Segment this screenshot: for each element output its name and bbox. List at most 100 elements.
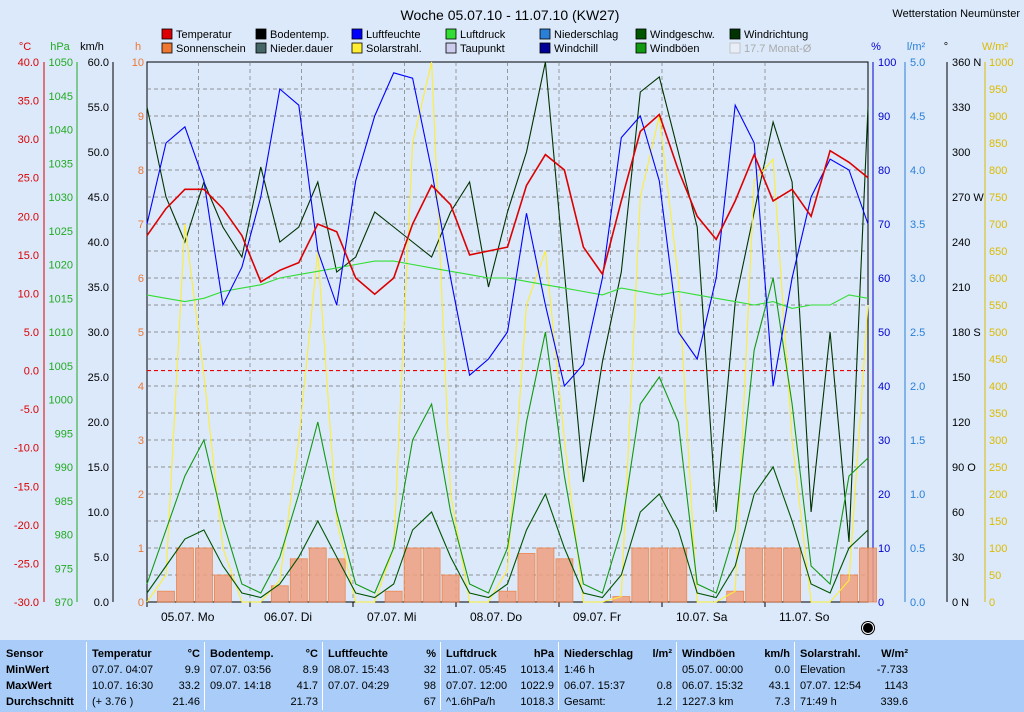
axis-tick-temp: -25.0 bbox=[14, 558, 39, 570]
column-unit: °C bbox=[187, 648, 200, 660]
axis-tick-direction: 360 N bbox=[952, 57, 981, 69]
x-tick-label: 08.07. Do bbox=[470, 610, 522, 624]
axis-tick-pressure: 970 bbox=[55, 597, 73, 609]
series-line-luftdruck bbox=[146, 260, 869, 309]
axis-tick-solar: 250 bbox=[989, 462, 1007, 474]
axis-tick-direction: 60 bbox=[952, 507, 964, 519]
axis-tick-temp: -30.0 bbox=[14, 597, 39, 609]
cell-time: 07.07. 12:54 bbox=[800, 680, 862, 692]
cell-value: 9.9 bbox=[184, 664, 200, 676]
cell-value: 8.9 bbox=[302, 664, 318, 676]
axis-tick-solar: 400 bbox=[989, 381, 1007, 393]
cell-time: 08.07. 15:43 bbox=[328, 664, 390, 676]
axis-tick-pressure: 1000 bbox=[49, 395, 73, 407]
axis-tick-temp: 40.0 bbox=[18, 57, 39, 69]
sunshine-bar bbox=[726, 590, 745, 603]
column-header: Windböen bbox=[682, 648, 736, 660]
cell-time: Elevation bbox=[800, 664, 846, 676]
axis-tick-solar: 800 bbox=[989, 165, 1007, 177]
axis-unit-rain: l/m² bbox=[907, 41, 926, 53]
x-tick-label: 10.07. Sa bbox=[676, 610, 728, 624]
axis-tick-humidity: 80 bbox=[878, 165, 890, 177]
sunshine-bar bbox=[498, 590, 517, 603]
weather-chart: Woche 05.07.10 - 11.07.10 (KW27) Wetterst… bbox=[14, 7, 1020, 624]
axis-tick-rain: 4.0 bbox=[910, 165, 925, 177]
axis-tick-humidity: 40 bbox=[878, 381, 890, 393]
sunshine-bar bbox=[745, 547, 764, 603]
sunshine-bar bbox=[327, 558, 346, 603]
sunshine-bar bbox=[195, 547, 213, 603]
cell-value: 98 bbox=[423, 680, 436, 692]
series-line-windgeschw bbox=[146, 465, 869, 599]
axis-tick-humidity: 0 bbox=[878, 597, 884, 609]
column-header: Temperatur bbox=[92, 648, 152, 660]
axis-tick-humidity: 70 bbox=[878, 219, 890, 231]
axis-tick-wind: 40.0 bbox=[88, 237, 109, 249]
axis-unit-humidity: % bbox=[871, 41, 881, 53]
axis-tick-pressure: 1030 bbox=[49, 192, 73, 204]
legend-swatch bbox=[351, 28, 363, 40]
stats-column: Solarstrahl. W/m² Elevation -7.733 07.07. 12… bbox=[796, 640, 912, 712]
axis-tick-temp: 25.0 bbox=[18, 173, 39, 185]
axis-tick-temp: -5.0 bbox=[20, 404, 39, 416]
axis-tick-direction: 120 bbox=[952, 417, 970, 429]
cell-time: 1227.3 km bbox=[682, 696, 734, 708]
cell-value: -7.733 bbox=[876, 664, 908, 676]
axis-tick-solar: 50 bbox=[989, 570, 1001, 582]
sunshine-bar bbox=[555, 558, 574, 603]
legend-swatch bbox=[445, 28, 457, 40]
sunshine-bar bbox=[403, 547, 422, 603]
cell-time: 07.07. 04:07 bbox=[92, 664, 154, 676]
cell-time: 11.07. 05:45 bbox=[446, 664, 507, 676]
axis-tick-pressure: 1005 bbox=[49, 361, 73, 373]
sunshine-bar bbox=[669, 547, 688, 603]
cell-value: 1013.4 bbox=[520, 664, 554, 676]
axis-tick-wind: 60.0 bbox=[88, 57, 109, 69]
axis-tick-solar: 300 bbox=[989, 435, 1007, 447]
column-unit: W/m² bbox=[881, 648, 908, 660]
cell-value: 0.8 bbox=[656, 680, 672, 692]
axis-tick-rain: 0.0 bbox=[910, 597, 925, 609]
cell-value: 21.73 bbox=[290, 696, 318, 708]
cell-value: 339.6 bbox=[880, 696, 908, 708]
legend-swatch bbox=[635, 42, 647, 54]
sunshine-bar bbox=[612, 596, 631, 603]
axis-tick-solar: 450 bbox=[989, 354, 1007, 366]
cell-value: 1022.9 bbox=[520, 680, 554, 692]
column-separator bbox=[322, 642, 323, 710]
axis-tick-direction: 330 bbox=[952, 102, 970, 114]
axis-tick-pressure: 990 bbox=[55, 462, 73, 474]
axis-tick-hours: 6 bbox=[138, 273, 144, 285]
axis-tick-temp: 30.0 bbox=[18, 134, 39, 146]
axis-tick-direction: 150 bbox=[952, 372, 970, 384]
axis-tick-pressure: 1025 bbox=[49, 226, 73, 238]
cell-time: 06.07. 15:37 bbox=[564, 680, 626, 692]
column-header: Bodentemp. bbox=[210, 648, 274, 660]
cell-value: 21.46 bbox=[172, 696, 200, 708]
cell-time: 07.07. 04:29 bbox=[328, 680, 390, 692]
axis-tick-hours: 3 bbox=[138, 435, 144, 447]
cell-value: 1018.3 bbox=[520, 696, 554, 708]
cell-time: 1:46 h bbox=[564, 664, 595, 676]
axis-tick-wind: 20.0 bbox=[88, 417, 109, 429]
axis-unit-pressure: hPa bbox=[50, 41, 70, 53]
stats-column: Luftdruck hPa 11.07. 05:45 1013.4 07.07. 12:… bbox=[442, 640, 558, 712]
axis-tick-hours: 2 bbox=[138, 489, 144, 501]
legend-label: Bodentemp. bbox=[270, 29, 329, 41]
legend-label: Temperatur bbox=[176, 29, 232, 41]
axis-unit-wind: km/h bbox=[80, 41, 104, 53]
sunshine-bar bbox=[859, 547, 877, 603]
legend-label: Taupunkt bbox=[460, 43, 505, 55]
axis-tick-temp: -20.0 bbox=[14, 520, 39, 532]
axis-tick-temp: 5.0 bbox=[24, 327, 39, 339]
stats-table: Sensor MinWert MaxWert Durchschnitt Temp… bbox=[0, 640, 1024, 712]
axis-tick-rain: 2.5 bbox=[910, 327, 925, 339]
axis-tick-humidity: 100 bbox=[878, 57, 896, 69]
axis-tick-solar: 650 bbox=[989, 246, 1007, 258]
cell-time: 07.07. 03:56 bbox=[210, 664, 272, 676]
axis-tick-humidity: 10 bbox=[878, 543, 890, 555]
axis-tick-wind: 30.0 bbox=[88, 327, 109, 339]
cell-time: (+ 3.76 ) bbox=[92, 696, 134, 708]
series-line-temperatur bbox=[146, 113, 869, 296]
series-line-windben bbox=[146, 277, 869, 594]
